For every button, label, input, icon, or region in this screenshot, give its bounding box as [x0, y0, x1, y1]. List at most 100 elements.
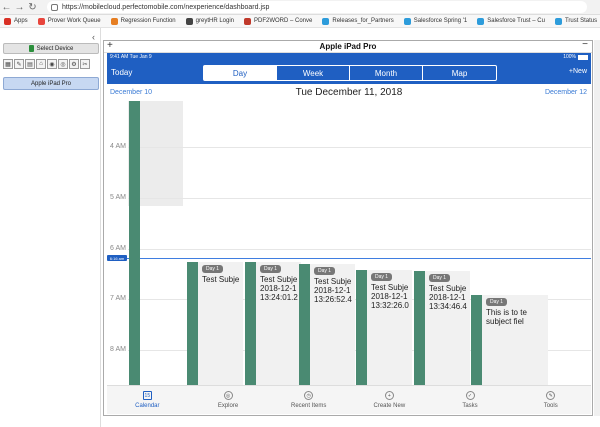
- device-sidebar: [0, 28, 101, 427]
- tab-tools[interactable]: ✎ Tools: [510, 386, 591, 414]
- calendar-header: Today Day Week Month Map +New: [107, 61, 591, 84]
- bookmark-icon: [185, 17, 193, 25]
- event-day-badge: Day 1: [202, 265, 224, 273]
- tab-label: Explore: [217, 403, 239, 409]
- current-day-title: Tue December 11, 2018: [295, 87, 403, 98]
- minimize-icon[interactable]: −: [582, 39, 588, 50]
- tab-recent-items[interactable]: ◷ Recent Items: [268, 386, 349, 414]
- browser-toolbar: ← → ↻ https://mobilecloud.perfectomobile…: [0, 0, 600, 15]
- calendar-event[interactable]: Day 1 Test Subje 2018-12-1 13:26:52.4: [310, 264, 355, 385]
- device-window: + Apple iPad Pro − 9:41 AM Tue Jan 9 100…: [103, 39, 593, 416]
- device-screen: 9:41 AM Tue Jan 9 100% Today Day Week Mont…: [107, 53, 591, 414]
- segment-month[interactable]: Month: [350, 66, 423, 80]
- tab-explore[interactable]: ◎ Explore: [188, 386, 269, 414]
- address-bar[interactable]: https://mobilecloud.perfectomobile.com/n…: [47, 1, 587, 13]
- clock-icon: ◷: [304, 391, 314, 400]
- bookmark-item[interactable]: Apps: [4, 17, 28, 25]
- calendar-event[interactable]: Day 1 Test Subje 2018-12-1 13:34:46.4: [425, 271, 470, 385]
- hour-label: 6 AM: [110, 245, 126, 252]
- bookmark-item[interactable]: greytHR Login: [185, 17, 234, 25]
- device-card[interactable]: Apple iPad Pro: [3, 77, 99, 90]
- new-button[interactable]: +New: [568, 68, 587, 75]
- add-icon[interactable]: +: [107, 40, 113, 51]
- current-time-tag: 6:16 am: [107, 255, 127, 261]
- next-day-link[interactable]: December 12: [544, 89, 587, 96]
- bookmark-item[interactable]: Salesforce Trust – Cu: [477, 17, 545, 25]
- reload-button[interactable]: ↻: [28, 1, 37, 13]
- view-segmented-control: Day Week Month Map: [203, 65, 497, 81]
- bottom-tab-bar: 15 Calendar ◎ Explore ◷ Recent Items + Create N…: [107, 385, 591, 414]
- bookmark-label: Prover Work Queue: [47, 18, 101, 24]
- calendar-icon: 15: [142, 391, 152, 400]
- bookmark-label: PDF2WORD – Conve: [254, 18, 313, 24]
- bookmark-item[interactable]: Trust Status: [554, 17, 598, 25]
- previous-day-link[interactable]: December 10: [110, 89, 153, 96]
- tab-label: Create New: [373, 403, 406, 409]
- calendar-event[interactable]: Day 1 Test Subje 2018-12-1 13:24:01.2: [256, 262, 301, 385]
- calendar-event[interactable]: Day 1 Test Subje: [198, 262, 243, 385]
- lock-icon: [51, 3, 58, 11]
- event-bar[interactable]: [356, 270, 367, 385]
- tool-button[interactable]: ⌂: [36, 59, 46, 69]
- bookmark-icon: [4, 17, 11, 25]
- event-day-badge: Day 1: [371, 273, 393, 281]
- hour-label: 8 AM: [110, 346, 126, 353]
- bookmark-item[interactable]: Releases_for_Partners: [322, 17, 394, 25]
- event-title: Test Subje 2018-12-1 13:32:26.0: [371, 283, 409, 310]
- url-text: https://mobilecloud.perfectomobile.com/n…: [62, 3, 270, 11]
- bookmark-label: Releases_for_Partners: [332, 18, 394, 24]
- hour-label: 4 AM: [110, 143, 126, 150]
- event-bar[interactable]: [187, 262, 198, 385]
- bookmark-label: Trust Status: [564, 18, 598, 24]
- collapse-panel-icon[interactable]: ‹: [92, 32, 95, 42]
- tab-label: Tools: [543, 403, 558, 409]
- status-time: 9:41 AM Tue Jan 9: [110, 54, 152, 60]
- tool-button[interactable]: ✎: [14, 59, 24, 69]
- segment-week[interactable]: Week: [277, 66, 350, 80]
- segment-day[interactable]: Day: [204, 66, 277, 80]
- back-button[interactable]: ←: [1, 1, 12, 13]
- date-navigation: December 10 Tue December 11, 2018 Decemb…: [107, 84, 591, 101]
- segment-map[interactable]: Map: [451, 68, 468, 78]
- tab-tasks[interactable]: ✓ Tasks: [430, 386, 511, 414]
- event-day-badge: Day 1: [486, 298, 508, 306]
- tool-button[interactable]: ✂: [80, 59, 90, 69]
- tool-button[interactable]: ▤: [25, 59, 35, 69]
- event-title: Test Subje 2018-12-1 13:24:01.2: [260, 275, 298, 302]
- select-device-button[interactable]: Select Device: [3, 43, 99, 54]
- bookmark-item[interactable]: PDF2WORD – Conve: [244, 17, 313, 25]
- event-bar[interactable]: [414, 271, 425, 385]
- tab-label: Calendar: [135, 403, 160, 409]
- hour-line: [128, 249, 591, 250]
- bookmark-icon: [37, 17, 45, 25]
- ios-status-bar: 9:41 AM Tue Jan 9 100%: [107, 53, 591, 61]
- tool-button[interactable]: ◎: [58, 59, 68, 69]
- bookmark-icon: [554, 17, 562, 25]
- bookmark-item[interactable]: Salesforce Spring '1: [403, 17, 467, 25]
- calendar-event[interactable]: Day 1 Test Subje 2018-12-1 13:32:26.0: [367, 270, 412, 385]
- check-icon: ✓: [465, 391, 475, 400]
- calendar-event[interactable]: Day 1 This is to te subject fiel: [482, 295, 548, 385]
- event-bar[interactable]: [129, 101, 140, 385]
- tab-calendar[interactable]: 15 Calendar: [107, 386, 188, 414]
- hour-label: 5 AM: [110, 194, 126, 201]
- event-bar[interactable]: [245, 262, 256, 385]
- bookmark-item[interactable]: Regression Function: [110, 17, 176, 25]
- today-button[interactable]: Today: [111, 68, 133, 77]
- page-scrollbar[interactable]: [594, 40, 600, 416]
- forward-button[interactable]: →: [14, 1, 25, 13]
- tool-button[interactable]: ▦: [3, 59, 13, 69]
- event-bar[interactable]: [299, 264, 310, 385]
- tab-create-new[interactable]: + Create New: [349, 386, 430, 414]
- tool-button[interactable]: ◉: [47, 59, 57, 69]
- current-time-line: [107, 258, 591, 259]
- bookmark-item[interactable]: Prover Work Queue: [37, 17, 101, 25]
- bookmark-icon: [244, 17, 251, 25]
- bookmark-icon: [403, 17, 411, 25]
- event-bar[interactable]: [471, 295, 482, 385]
- compass-icon: ◎: [223, 391, 233, 400]
- battery-icon: [578, 54, 588, 60]
- tool-button[interactable]: ⚙: [69, 59, 79, 69]
- phone-icon: [28, 45, 34, 52]
